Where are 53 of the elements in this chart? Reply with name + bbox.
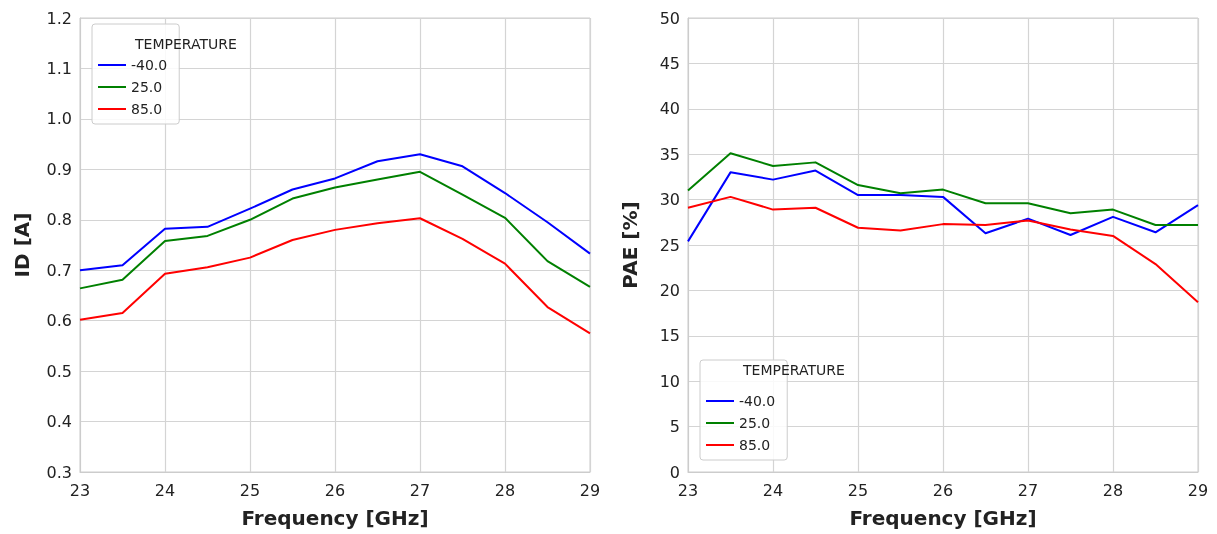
x-tick-label: 27 <box>409 480 431 500</box>
x-tick-label: 29 <box>1187 480 1209 500</box>
y-tick-label: 0.7 <box>46 260 72 280</box>
x-tick-label: 28 <box>494 480 516 500</box>
legend-label: 85.0 <box>131 101 163 117</box>
y-tick-label: 35 <box>659 144 680 164</box>
y-tick-label: 1.2 <box>46 8 72 28</box>
y-tick-label: 0.8 <box>46 210 72 230</box>
y-tick-label: 1.0 <box>46 109 72 129</box>
x-tick-label: 26 <box>932 480 954 500</box>
y-tick-label: 0.3 <box>46 462 72 482</box>
y-tick-label: 10 <box>659 371 680 391</box>
legend-label: -40.0 <box>739 393 776 409</box>
legend-label: 25.0 <box>131 79 163 95</box>
line-series <box>687 195 1199 304</box>
y-tick-label: 15 <box>659 326 680 346</box>
line-series <box>687 152 1199 227</box>
y-tick-label: 0.9 <box>46 159 72 179</box>
x-tick-label: 26 <box>324 480 346 500</box>
y-tick-label: 0.4 <box>46 412 72 432</box>
x-tick-label: 25 <box>847 480 869 500</box>
y-axis-title: PAE [%] <box>618 201 642 289</box>
legend-label: 25.0 <box>739 415 771 431</box>
legend-label: 85.0 <box>739 437 771 453</box>
legend-label: -40.0 <box>131 57 168 73</box>
x-tick-label: 28 <box>1102 480 1124 500</box>
y-tick-label: 0 <box>669 462 680 482</box>
x-tick-label: 24 <box>762 480 784 500</box>
x-axis-title: Frequency [GHz] <box>241 506 429 530</box>
x-tick-label: 27 <box>1017 480 1039 500</box>
x-tick-label: 23 <box>69 480 91 500</box>
legend-title: TEMPERATURE <box>742 362 845 378</box>
y-tick-label: 5 <box>669 417 680 437</box>
legend-title: TEMPERATURE <box>134 36 237 52</box>
x-axis-title: Frequency [GHz] <box>849 506 1037 530</box>
y-tick-label: 40 <box>659 99 680 119</box>
y-tick-label: 25 <box>659 235 680 255</box>
y-tick-label: 0.5 <box>46 361 72 381</box>
line-series <box>79 170 591 290</box>
y-tick-label: 1.1 <box>46 58 72 78</box>
x-tick-label: 23 <box>677 480 699 500</box>
x-tick-label: 24 <box>154 480 176 500</box>
x-tick-label: 25 <box>239 480 261 500</box>
x-tick-label: 29 <box>579 480 601 500</box>
line-series <box>79 153 591 272</box>
y-axis-title: ID [A] <box>10 212 34 278</box>
y-tick-label: 45 <box>659 53 680 73</box>
y-tick-label: 0.6 <box>46 311 72 331</box>
y-tick-label: 50 <box>659 8 680 28</box>
line-series <box>79 217 591 335</box>
line-series <box>687 169 1199 243</box>
y-tick-label: 20 <box>659 280 680 300</box>
y-tick-label: 30 <box>659 190 680 210</box>
